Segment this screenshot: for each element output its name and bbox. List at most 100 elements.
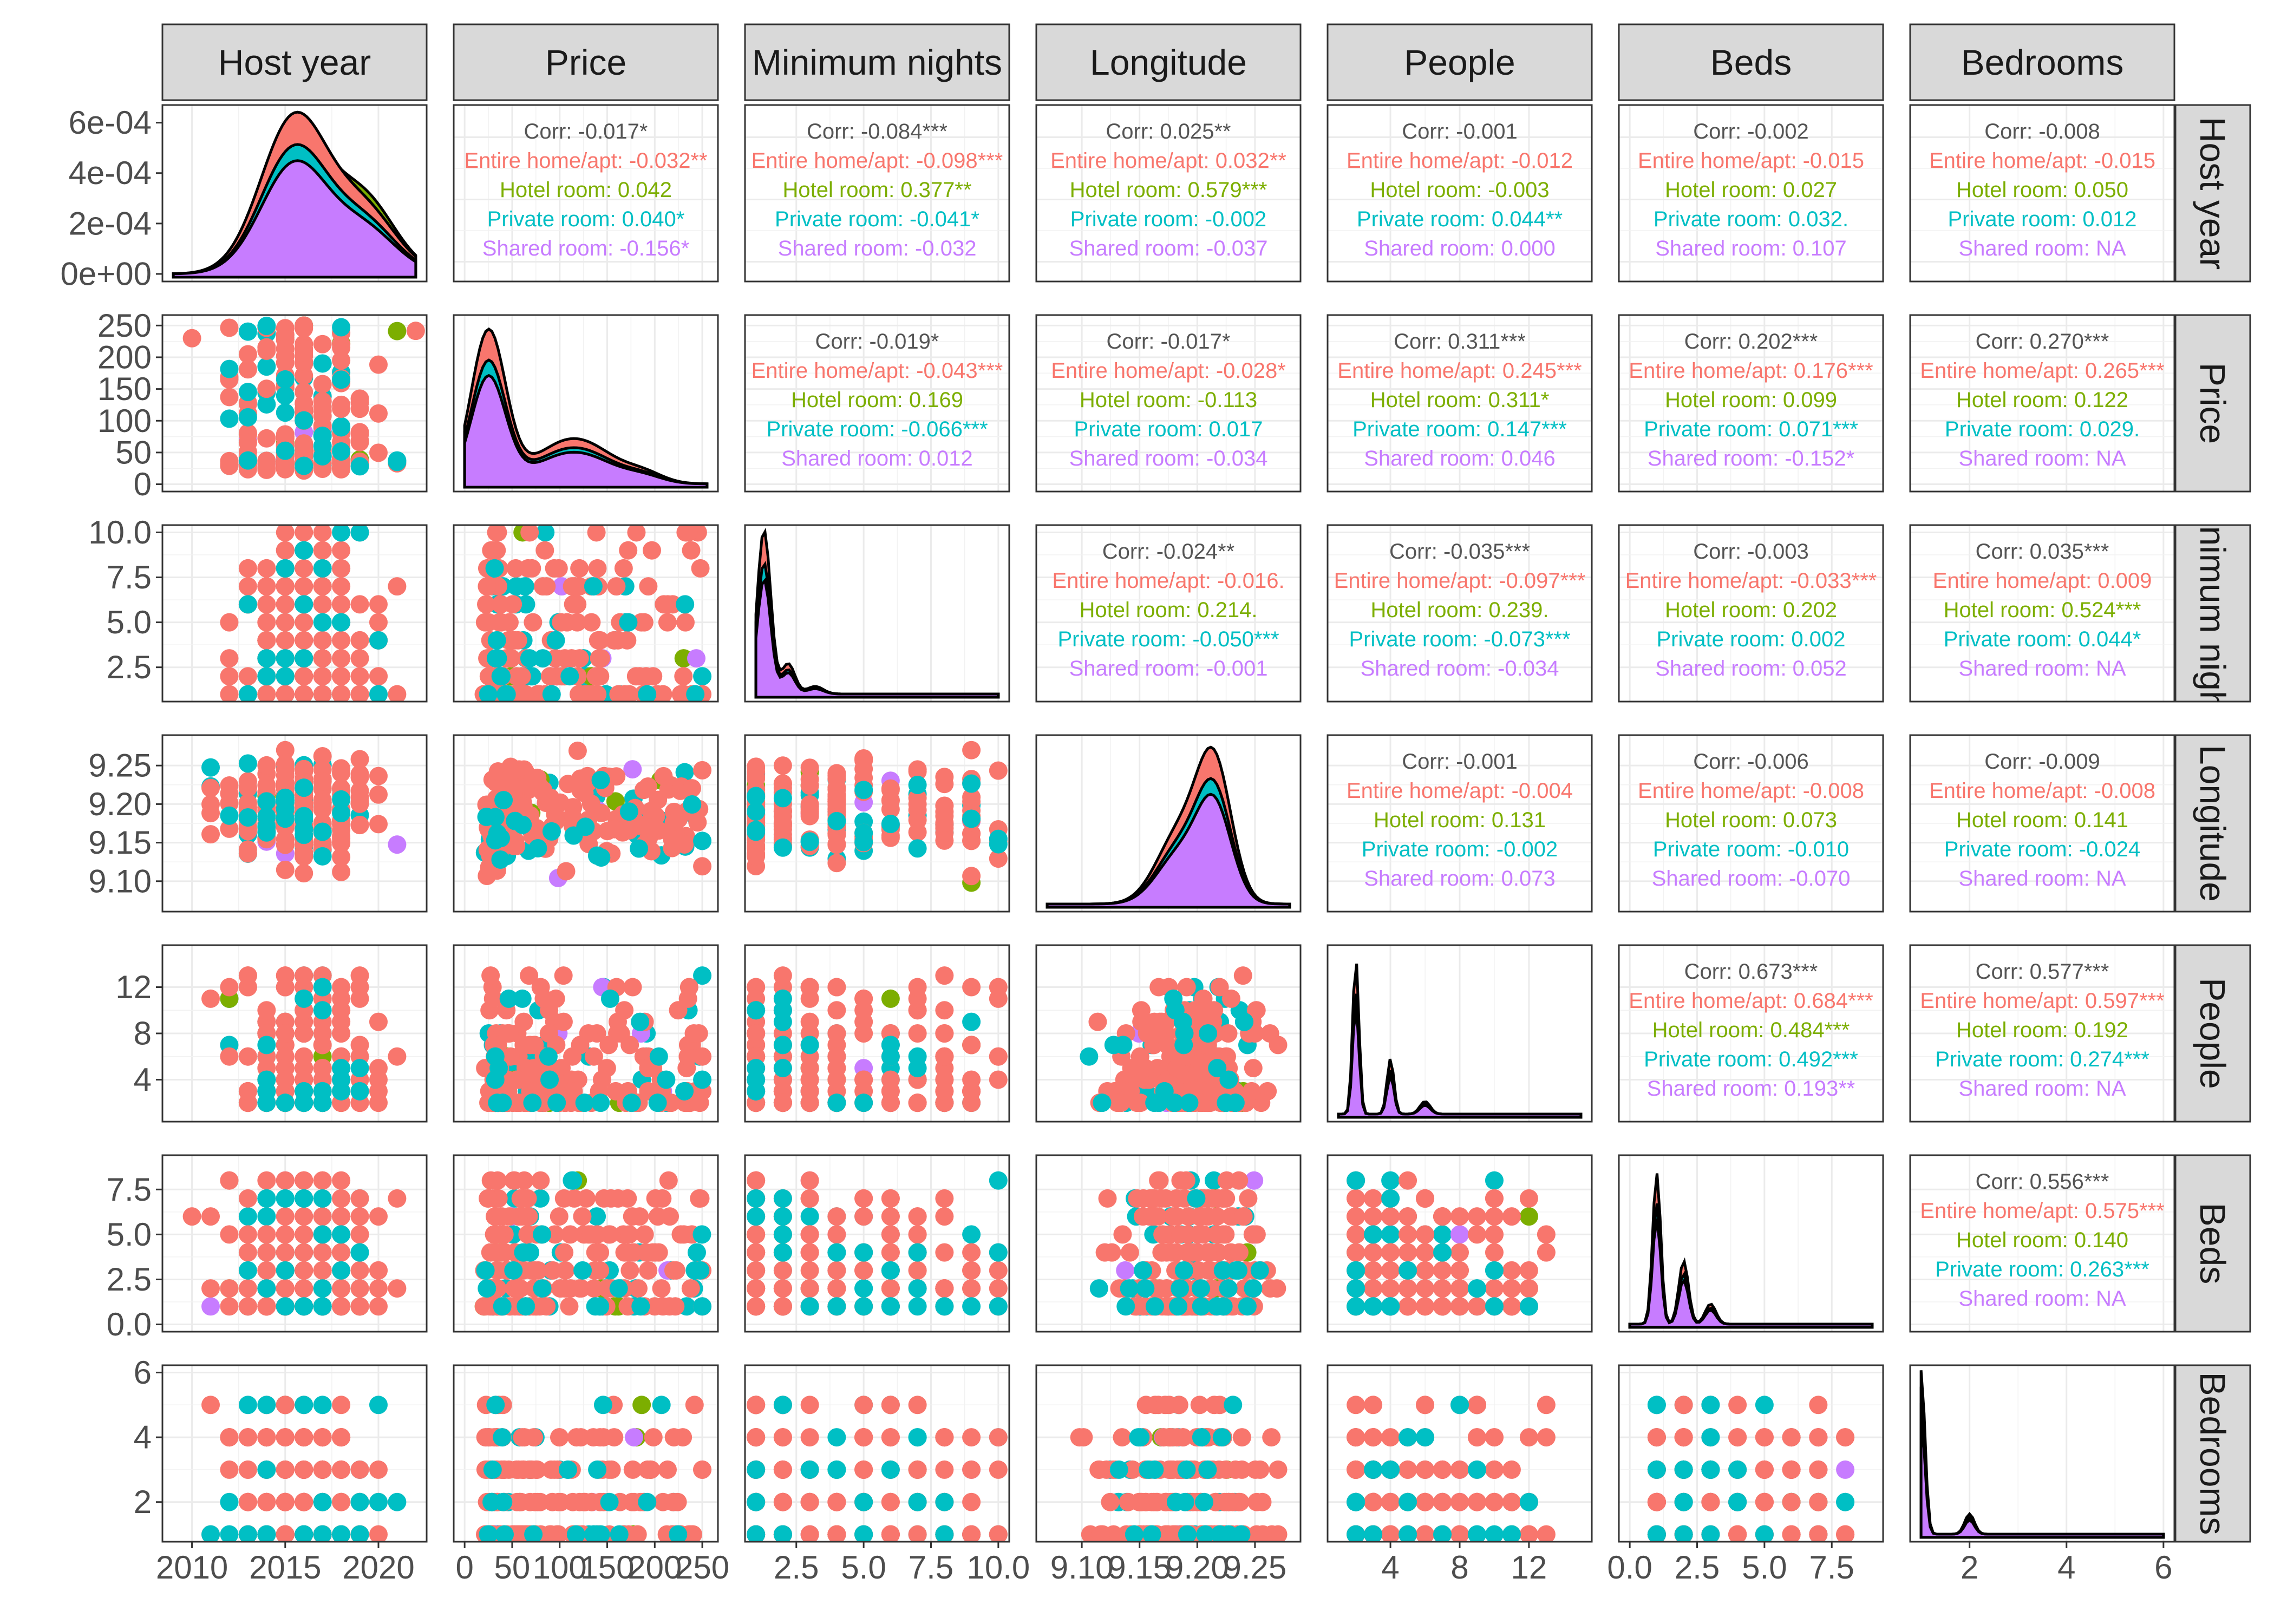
corr-group: Hotel room: 0.141 <box>1956 808 2128 832</box>
scatter-point <box>1347 1225 1365 1244</box>
scatter-point <box>658 595 677 614</box>
scatter-point <box>773 1279 792 1298</box>
strip-background <box>2174 944 2251 1123</box>
scatter-point <box>369 1297 388 1316</box>
scatter-point <box>276 1024 295 1043</box>
scatter-point <box>295 1428 313 1447</box>
corr-group: Shared room: -0.070 <box>1652 867 1851 890</box>
scatter-point <box>1116 1261 1135 1280</box>
scatter-point <box>800 1297 819 1316</box>
scatter-point <box>488 824 507 843</box>
scatter-point <box>881 1189 900 1208</box>
panel-background <box>454 105 718 281</box>
corr-group: Entire home/apt: -0.028* <box>1051 359 1286 383</box>
scatter-point <box>1232 1428 1251 1447</box>
scatter-point <box>908 1492 927 1511</box>
strip-background <box>1618 23 1884 101</box>
scatter-point <box>827 1093 846 1112</box>
scatter-point <box>220 388 239 407</box>
scatter-point <box>773 1261 792 1280</box>
scatter-point <box>488 649 507 668</box>
scatter-point <box>800 1059 819 1078</box>
scatter-point <box>1204 1171 1223 1190</box>
panel-background <box>1910 105 2174 281</box>
corr-group: Entire home/apt: -0.008 <box>1638 779 1864 803</box>
scatter-point <box>313 541 332 560</box>
scatter-point <box>1381 1243 1400 1262</box>
scatter-point <box>295 343 313 362</box>
scatter-point <box>1347 1189 1365 1208</box>
scatter-point <box>533 1279 552 1298</box>
scatter-point <box>220 649 239 668</box>
corr-group: Entire home/apt: -0.016. <box>1052 569 1284 593</box>
scatter-point <box>1433 1225 1452 1244</box>
panel-border <box>453 314 719 493</box>
panel-4-3 <box>1035 944 1302 1123</box>
scatter-point <box>276 370 295 389</box>
scatter-point <box>238 1243 257 1262</box>
scatter-point <box>295 411 313 430</box>
scatter-point <box>350 1243 369 1262</box>
scatter-point <box>908 1297 927 1316</box>
scatter-point <box>369 1279 388 1298</box>
scatter-point <box>350 1059 369 1078</box>
scatter-point <box>369 613 388 632</box>
scatter-point <box>313 1059 332 1078</box>
corr-group: Entire home/apt: 0.575*** <box>1920 1199 2164 1223</box>
scatter-point <box>962 1428 981 1447</box>
scatter-point <box>1450 1225 1469 1244</box>
scatter-point <box>313 1396 332 1415</box>
scatter-point <box>487 1225 506 1244</box>
scatter-point <box>575 1492 594 1511</box>
panel-2-3: Corr: -0.024** Entire home/apt: -0.016. Ho… <box>1035 524 1302 703</box>
scatter-point <box>1450 1279 1469 1298</box>
scatter-point <box>827 1279 846 1298</box>
scatter-point <box>854 1279 873 1298</box>
scatter-point <box>1433 1243 1452 1262</box>
scatter-point <box>515 1428 534 1447</box>
scatter-point <box>313 595 332 614</box>
corr-group: Hotel room: 0.042 <box>500 178 672 202</box>
corr-group: Shared room: -0.034 <box>1069 447 1268 470</box>
scatter-point <box>773 1059 792 1078</box>
corr-group: Entire home/apt: -0.012 <box>1347 149 1573 173</box>
scatter-point <box>908 1261 927 1280</box>
scatter-point <box>854 781 873 800</box>
scatter-point <box>800 758 819 777</box>
scatter-point <box>295 826 313 844</box>
scatter-point <box>332 1297 351 1316</box>
scatter-point <box>1467 1207 1486 1226</box>
scatter-point <box>1116 1297 1135 1316</box>
panel-2-1 <box>453 524 719 703</box>
scatter-point <box>483 1460 502 1479</box>
scatter-point <box>1219 1279 1238 1298</box>
scatter-point <box>678 1047 697 1066</box>
scatter-point <box>350 595 369 614</box>
scatter-point <box>492 667 511 686</box>
scatter-point <box>238 433 257 452</box>
density-curve <box>754 577 1000 699</box>
scatter-point <box>238 1047 257 1066</box>
scatter-point <box>295 613 313 632</box>
scatter-point <box>276 613 295 632</box>
scatter-point <box>496 685 515 702</box>
scatter-point <box>257 1070 276 1089</box>
scatter-point <box>693 831 712 850</box>
scatter-point <box>369 1261 388 1280</box>
scatter-point <box>641 818 660 837</box>
scatter-point <box>528 685 547 702</box>
scatter-point <box>962 788 981 807</box>
panel-background <box>1619 315 1883 492</box>
scatter-point <box>676 613 695 632</box>
scatter-point <box>1113 1428 1132 1447</box>
corr-group: Shared room: NA <box>1958 1287 2126 1311</box>
scatter-point <box>747 1189 766 1208</box>
scatter-point <box>350 431 369 450</box>
scatter-point <box>531 1189 550 1208</box>
scatter-point <box>563 577 581 596</box>
scatter-point <box>332 1189 351 1208</box>
scatter-point <box>610 1525 629 1542</box>
scatter-point <box>520 525 539 542</box>
scatter-point <box>800 1189 819 1208</box>
scatter-point <box>276 978 295 997</box>
